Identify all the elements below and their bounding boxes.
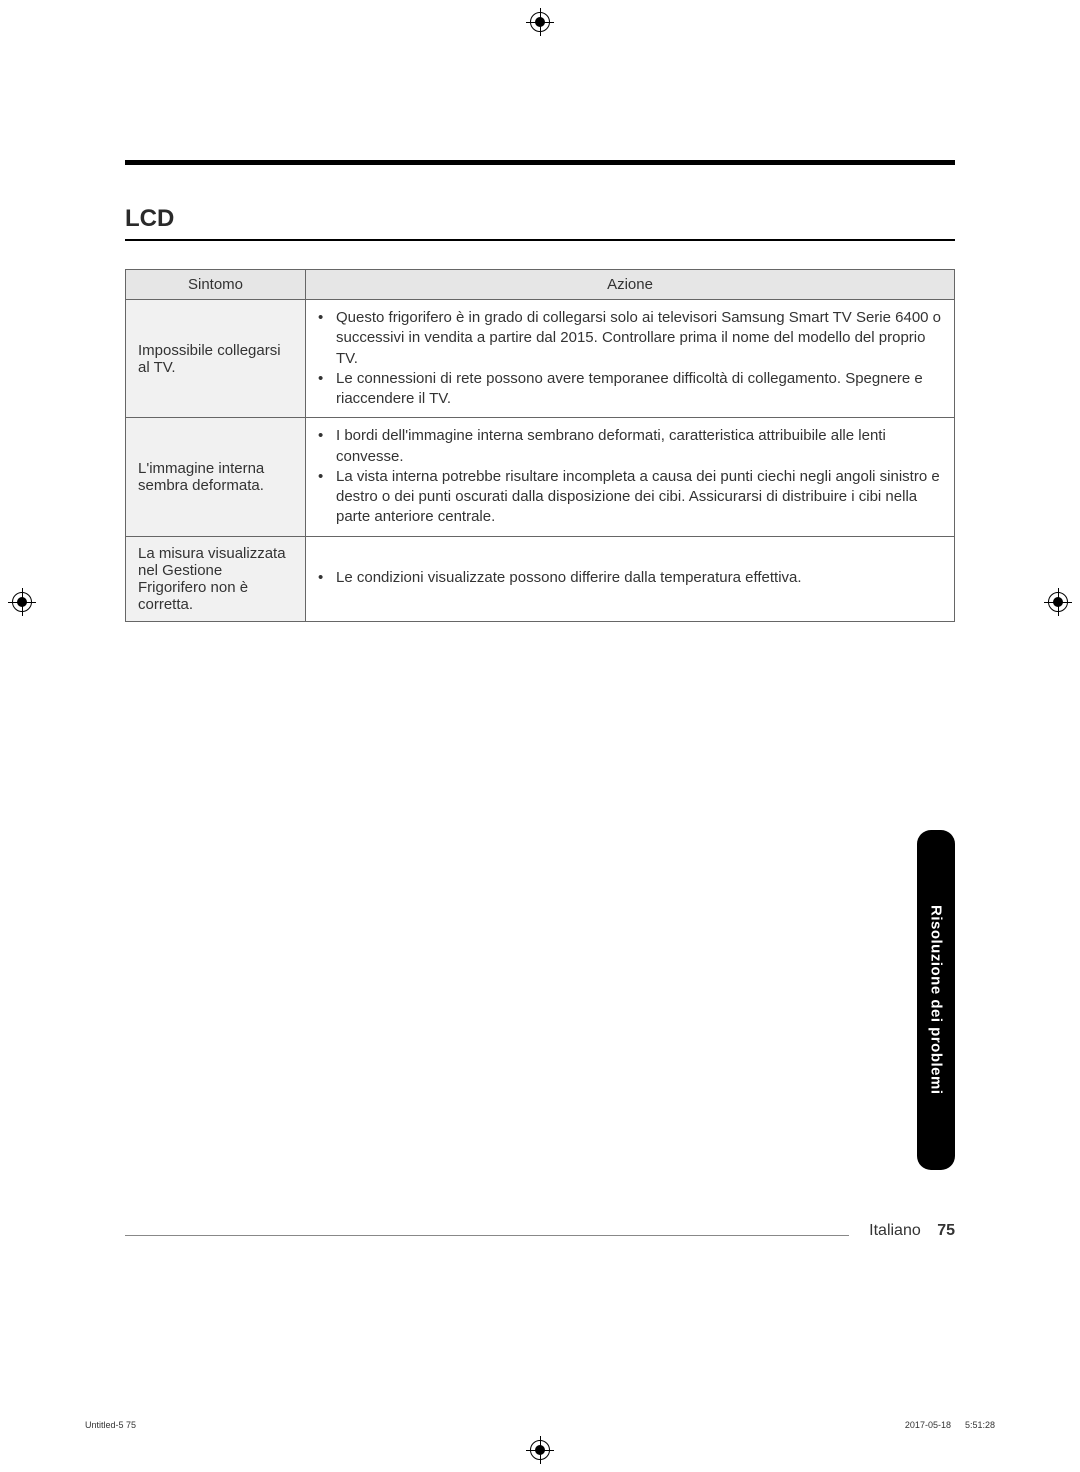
meta-right: 2017-05-18 5:51:28 — [905, 1420, 995, 1430]
action-item: I bordi dell'immagine interna sembrano d… — [336, 426, 942, 467]
page-content: LCD Sintomo Azione Impossibile collegars… — [125, 160, 955, 622]
section-title: LCD — [125, 205, 955, 241]
action-item: Questo frigorifero è in grado di collega… — [336, 308, 942, 369]
table-header-action: Azione — [306, 270, 955, 300]
symptom-cell: Impossibile collegarsi al TV. — [126, 300, 306, 418]
table-row: Impossibile collegarsi al TV. Questo fri… — [126, 300, 955, 418]
symptom-cell: L'immagine interna sembra deformata. — [126, 418, 306, 536]
registration-mark-bottom — [530, 1440, 550, 1460]
table-row: La misura visualizzata nel Gestione Frig… — [126, 536, 955, 621]
meta-left: Untitled-5 75 — [85, 1420, 136, 1430]
action-cell: Le condizioni visualizzate possono diffe… — [306, 536, 955, 621]
action-item: Le condizioni visualizzate possono diffe… — [336, 568, 942, 588]
registration-mark-right — [1048, 592, 1068, 612]
table-header-symptom: Sintomo — [126, 270, 306, 300]
side-tab: Risoluzione dei problemi — [917, 830, 955, 1170]
top-rule — [125, 160, 955, 165]
footer-rule — [125, 1235, 955, 1236]
table-row: L'immagine interna sembra deformata. I b… — [126, 418, 955, 536]
footer-text: Italiano 75 — [849, 1222, 955, 1240]
symptom-cell: La misura visualizzata nel Gestione Frig… — [126, 536, 306, 621]
action-item: La vista interna potrebbe risultare inco… — [336, 467, 942, 528]
troubleshooting-table: Sintomo Azione Impossibile collegarsi al… — [125, 269, 955, 622]
action-cell: Questo frigorifero è in grado di collega… — [306, 300, 955, 418]
registration-mark-top — [530, 12, 550, 32]
action-cell: I bordi dell'immagine interna sembrano d… — [306, 418, 955, 536]
footer-page-number: 75 — [937, 1222, 955, 1239]
action-item: Le connessioni di rete possono avere tem… — [336, 369, 942, 410]
registration-mark-left — [12, 592, 32, 612]
footer-language: Italiano — [869, 1222, 921, 1239]
side-tab-label: Risoluzione dei problemi — [928, 905, 945, 1095]
